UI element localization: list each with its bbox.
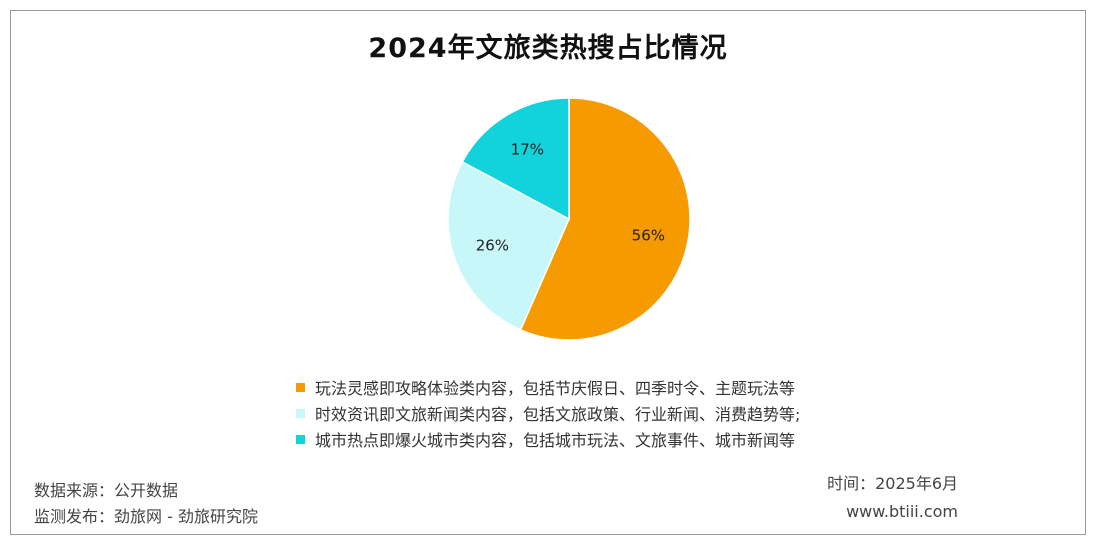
legend-label-play: 玩法灵感即攻略体验类内容，包括节庆假日、四季时令、主题玩法等 bbox=[315, 379, 796, 398]
time-text: 时间：2025年6月 bbox=[827, 474, 958, 493]
footer-right: 时间：2025年6月 www.btiii.com bbox=[827, 470, 958, 526]
pie-slice-city bbox=[461, 97, 570, 221]
legend-item-city: 城市热点即爆火城市类内容，包括城市玩法、文旅事件、城市新闻等 bbox=[296, 426, 800, 452]
data-source-text: 数据来源：公开数据 bbox=[34, 481, 179, 500]
legend-item-news: 时效资讯即文旅新闻类内容，包括文旅政策、行业新闻、消费趋势等; bbox=[296, 400, 800, 426]
chart-legend: 玩法灵感即攻略体验类内容，包括节庆假日、四季时令、主题玩法等 时效资讯即文旅新闻… bbox=[296, 374, 800, 452]
legend-swatch-news bbox=[296, 408, 305, 418]
pie-label-play: 56% bbox=[632, 227, 665, 245]
publisher-text: 监测发布：劲旅网 - 劲旅研究院 bbox=[34, 507, 258, 526]
pie-slice-news bbox=[447, 160, 570, 331]
footer-left: 数据来源：公开数据 监测发布：劲旅网 - 劲旅研究院 bbox=[34, 478, 258, 530]
legend-label-city: 城市热点即爆火城市类内容，包括城市玩法、文旅事件、城市新闻等 bbox=[315, 431, 796, 450]
website-text: www.btiii.com bbox=[846, 502, 958, 521]
pie-label-city: 17% bbox=[511, 140, 544, 158]
pie-slice-play bbox=[519, 97, 691, 341]
legend-label-news: 时效资讯即文旅新闻类内容，包括文旅政策、行业新闻、消费趋势等; bbox=[315, 405, 801, 424]
pie-label-news: 26% bbox=[476, 237, 509, 255]
legend-item-play: 玩法灵感即攻略体验类内容，包括节庆假日、四季时令、主题玩法等 bbox=[296, 374, 800, 400]
chart-title: 2024年文旅类热搜占比情况 bbox=[368, 33, 728, 64]
legend-swatch-city bbox=[296, 434, 305, 444]
legend-swatch-play bbox=[296, 382, 305, 392]
